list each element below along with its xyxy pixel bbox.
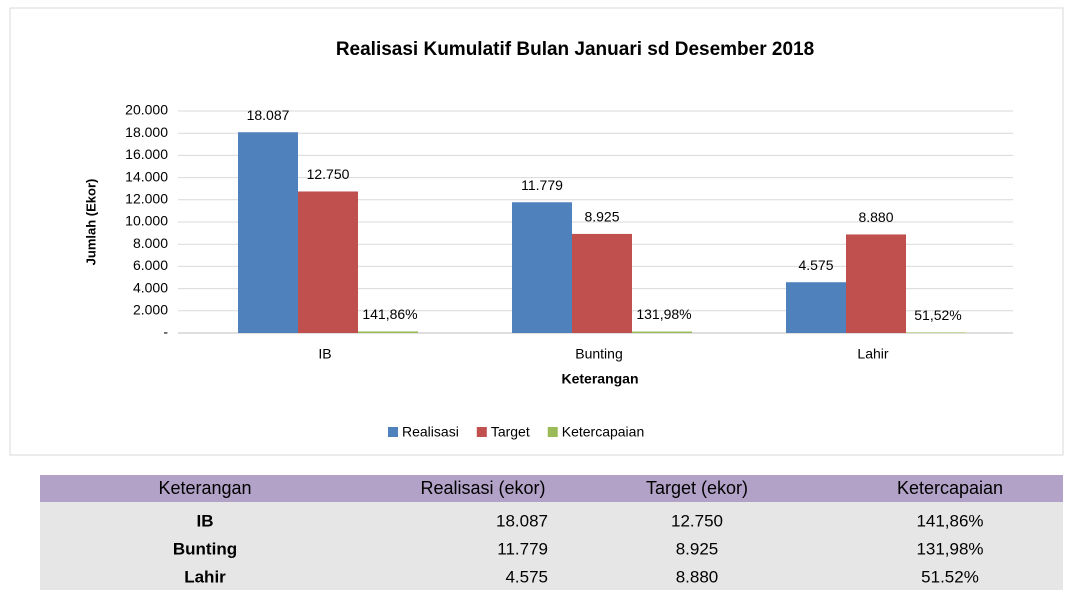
table-cell: Lahir	[184, 567, 226, 586]
x-tick-label: Lahir	[857, 346, 888, 362]
y-tick-label: 18.000	[125, 124, 168, 140]
table-cell: IB	[197, 511, 214, 530]
table-header-cell: Keterangan	[158, 478, 251, 498]
legend-label: Target	[491, 424, 530, 440]
bar	[512, 202, 572, 333]
table-cell: 131,98%	[916, 539, 983, 558]
bar	[298, 191, 358, 333]
y-axis-label: Jumlah (Ekor)	[83, 179, 98, 266]
y-tick-label: 4.000	[133, 279, 168, 295]
y-tick-label: 8.000	[133, 235, 168, 251]
legend-swatch	[547, 427, 558, 437]
bar	[238, 132, 298, 333]
x-tick-label: Bunting	[575, 346, 622, 362]
y-tick-label: -	[163, 324, 168, 340]
y-tick-label: 10.000	[125, 213, 168, 229]
table-header-bg	[40, 475, 1063, 502]
value-label: 8.880	[858, 209, 893, 225]
y-tick-label: 14.000	[125, 168, 168, 184]
bar	[632, 331, 692, 333]
bar	[906, 332, 966, 333]
table-cell: 11.779	[497, 539, 548, 558]
value-label: 4.575	[798, 257, 833, 273]
value-label: 18.087	[247, 107, 290, 123]
table-cell: 8.880	[676, 567, 719, 586]
value-label: 131,98%	[636, 306, 691, 322]
y-tick-label: 6.000	[133, 257, 168, 273]
value-label: 141,86%	[362, 306, 417, 322]
table-cell: 51.52%	[921, 567, 979, 586]
table-cell: Bunting	[173, 539, 237, 558]
table-cell: 8.925	[676, 539, 719, 558]
chart-title: Realisasi Kumulatif Bulan Januari sd Des…	[336, 39, 814, 60]
legend-label: Realisasi	[402, 424, 459, 440]
table-header-cell: Target (ekor)	[646, 478, 748, 498]
bar	[572, 233, 632, 333]
bar	[358, 331, 418, 333]
bar	[846, 234, 906, 333]
y-tick-label: 12.000	[125, 191, 168, 207]
table-header-cell: Ketercapaian	[897, 478, 1003, 498]
y-tick-label: 2.000	[133, 302, 168, 318]
table-cell: 141,86%	[916, 511, 983, 530]
table-body-bg	[40, 502, 1063, 590]
value-label: 8.925	[584, 209, 619, 225]
x-axis-label: Keterangan	[561, 371, 638, 387]
y-tick-label: 16.000	[125, 146, 168, 162]
legend-swatch	[388, 427, 398, 437]
value-label: 12.750	[307, 166, 350, 182]
bar	[786, 282, 846, 333]
legend-label: Ketercapaian	[562, 424, 645, 440]
value-label: 51,52%	[914, 307, 961, 323]
table-cell: 18.087	[496, 511, 548, 530]
legend-swatch	[476, 427, 487, 437]
x-tick-label: IB	[318, 346, 331, 362]
table-header-cell: Realisasi (ekor)	[420, 478, 545, 498]
table-cell: 4.575	[505, 567, 548, 586]
table-cell: 12.750	[671, 511, 723, 530]
value-label: 11.779	[521, 177, 563, 193]
y-tick-label: 20.000	[125, 102, 168, 118]
